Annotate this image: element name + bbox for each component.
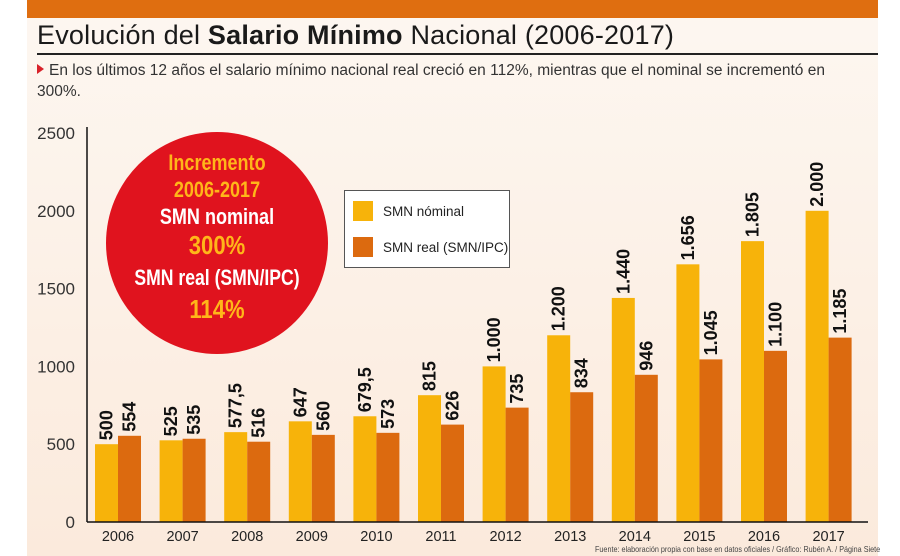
bar-nominal [805,210,829,523]
y-tick-label: 0 [66,513,75,532]
title-pre: Evolución del [37,20,208,50]
y-tick-label: 2000 [37,202,75,221]
data-label-nominal: 2.000 [807,162,827,207]
chart-legend: SMN nóminal SMN real (SMN/IPC) [344,190,510,268]
data-label-nominal: 1.805 [743,192,763,237]
x-tick-label: 2014 [619,529,651,545]
legend-swatch-nominal [353,201,373,221]
bar-real [570,392,594,522]
data-label-real: 735 [507,374,527,404]
data-label-real: 1.100 [766,302,786,347]
legend-item-nominal: SMN nóminal [353,201,464,221]
bar-real [764,350,787,522]
callout-circle-shape [106,132,328,354]
data-label-real: 535 [184,405,204,435]
x-tick-label: 2011 [425,529,456,545]
x-tick-label: 2013 [554,529,586,545]
legend-swatch-real [353,237,373,257]
x-tick-label: 2006 [102,529,134,545]
y-axis-ticks: 0 500 1000 1500 2000 2500 [37,124,75,532]
data-label-nominal: 577,5 [226,383,246,428]
bar-nominal [676,264,700,522]
callout-line-3: SMN nominal [160,205,274,229]
x-axis-ticks: 2006 2007 2008 2009 2010 2011 2012 2013 2014 2015… [102,529,845,545]
bar-real [182,438,206,522]
bar-real [118,435,141,522]
legend-label-real: SMN real (SMN/IPC) [383,239,509,255]
bar-real [376,432,400,522]
data-label-real: 560 [313,401,333,431]
bar-nominal [741,241,764,522]
y-tick-label: 1500 [37,280,75,299]
source-note: Fuente: elaboración propia con base en d… [595,544,881,554]
callout-line-2: 2006-2017 [174,178,260,202]
data-label-nominal: 647 [290,387,310,417]
x-tick-label: 2010 [360,529,392,545]
bar-real [247,441,271,522]
bar-nominal [288,421,312,522]
data-label-nominal: 1.440 [613,249,633,294]
title-post: Nacional (2006-2017) [402,20,675,50]
x-tick-label: 2017 [812,529,844,545]
bar-nominal [482,366,506,522]
data-label-real: 573 [378,399,398,429]
bar-nominal [611,297,635,522]
bar-real [699,359,723,522]
data-label-real: 1.185 [830,289,850,334]
bar-real [634,374,658,522]
x-tick-label: 2009 [296,529,328,545]
data-label-nominal: 500 [97,410,117,440]
data-label-real: 516 [249,408,269,438]
title-divider [37,53,878,55]
top-color-bar [27,0,878,18]
page-title: Evolución del Salario Mínimo Nacional (2… [37,20,674,51]
callout-line-6: 114% [189,295,244,324]
bar-nominal [547,335,571,522]
data-label-nominal: 525 [161,406,181,436]
data-label-nominal: 679,5 [355,367,375,412]
subtitle: En los últimos 12 años el salario mínimo… [37,60,867,102]
bar-nominal [95,444,118,522]
data-label-real: 946 [636,341,656,371]
bar-nominal [418,395,441,522]
data-label-nominal: 1.000 [484,317,504,362]
x-tick-label: 2015 [683,529,715,545]
callout-line-4: 300% [189,231,245,260]
subtitle-text: En los últimos 12 años el salario mínimo… [37,62,825,100]
bar-nominal [353,416,377,522]
bar-real [311,434,335,522]
title-bold: Salario Mínimo [207,20,403,50]
bullet-triangle-icon [37,64,44,74]
x-tick-label: 2012 [489,529,521,545]
bar-real [828,337,852,522]
data-label-nominal: 815 [420,361,440,391]
callout-circle: Incremento 2006-2017 SMN nominal 300% SM… [106,132,328,354]
y-tick-label: 2500 [37,124,75,143]
y-tick-label: 1000 [37,357,75,376]
x-tick-label: 2007 [166,529,198,545]
bar-real [441,424,464,522]
data-label-real: 626 [443,391,463,421]
legend-item-real: SMN real (SMN/IPC) [353,237,508,257]
data-label-nominal: 1.200 [549,286,569,331]
x-tick-label: 2016 [748,529,780,545]
bars [95,210,852,523]
bar-nominal [224,432,248,522]
callout-line-1: Incremento [168,151,265,175]
bar-nominal [159,440,183,522]
data-label-real: 1.045 [701,310,721,355]
legend-label-nominal: SMN nóminal [383,203,465,219]
x-tick-label: 2008 [231,529,263,545]
data-label-real: 554 [120,402,140,432]
bar-real [505,407,529,522]
data-label-real: 834 [572,358,592,388]
callout-line-5: SMN real (SMN/IPC) [134,266,299,290]
y-tick-label: 500 [47,435,75,454]
data-label-nominal: 1.656 [678,215,698,260]
